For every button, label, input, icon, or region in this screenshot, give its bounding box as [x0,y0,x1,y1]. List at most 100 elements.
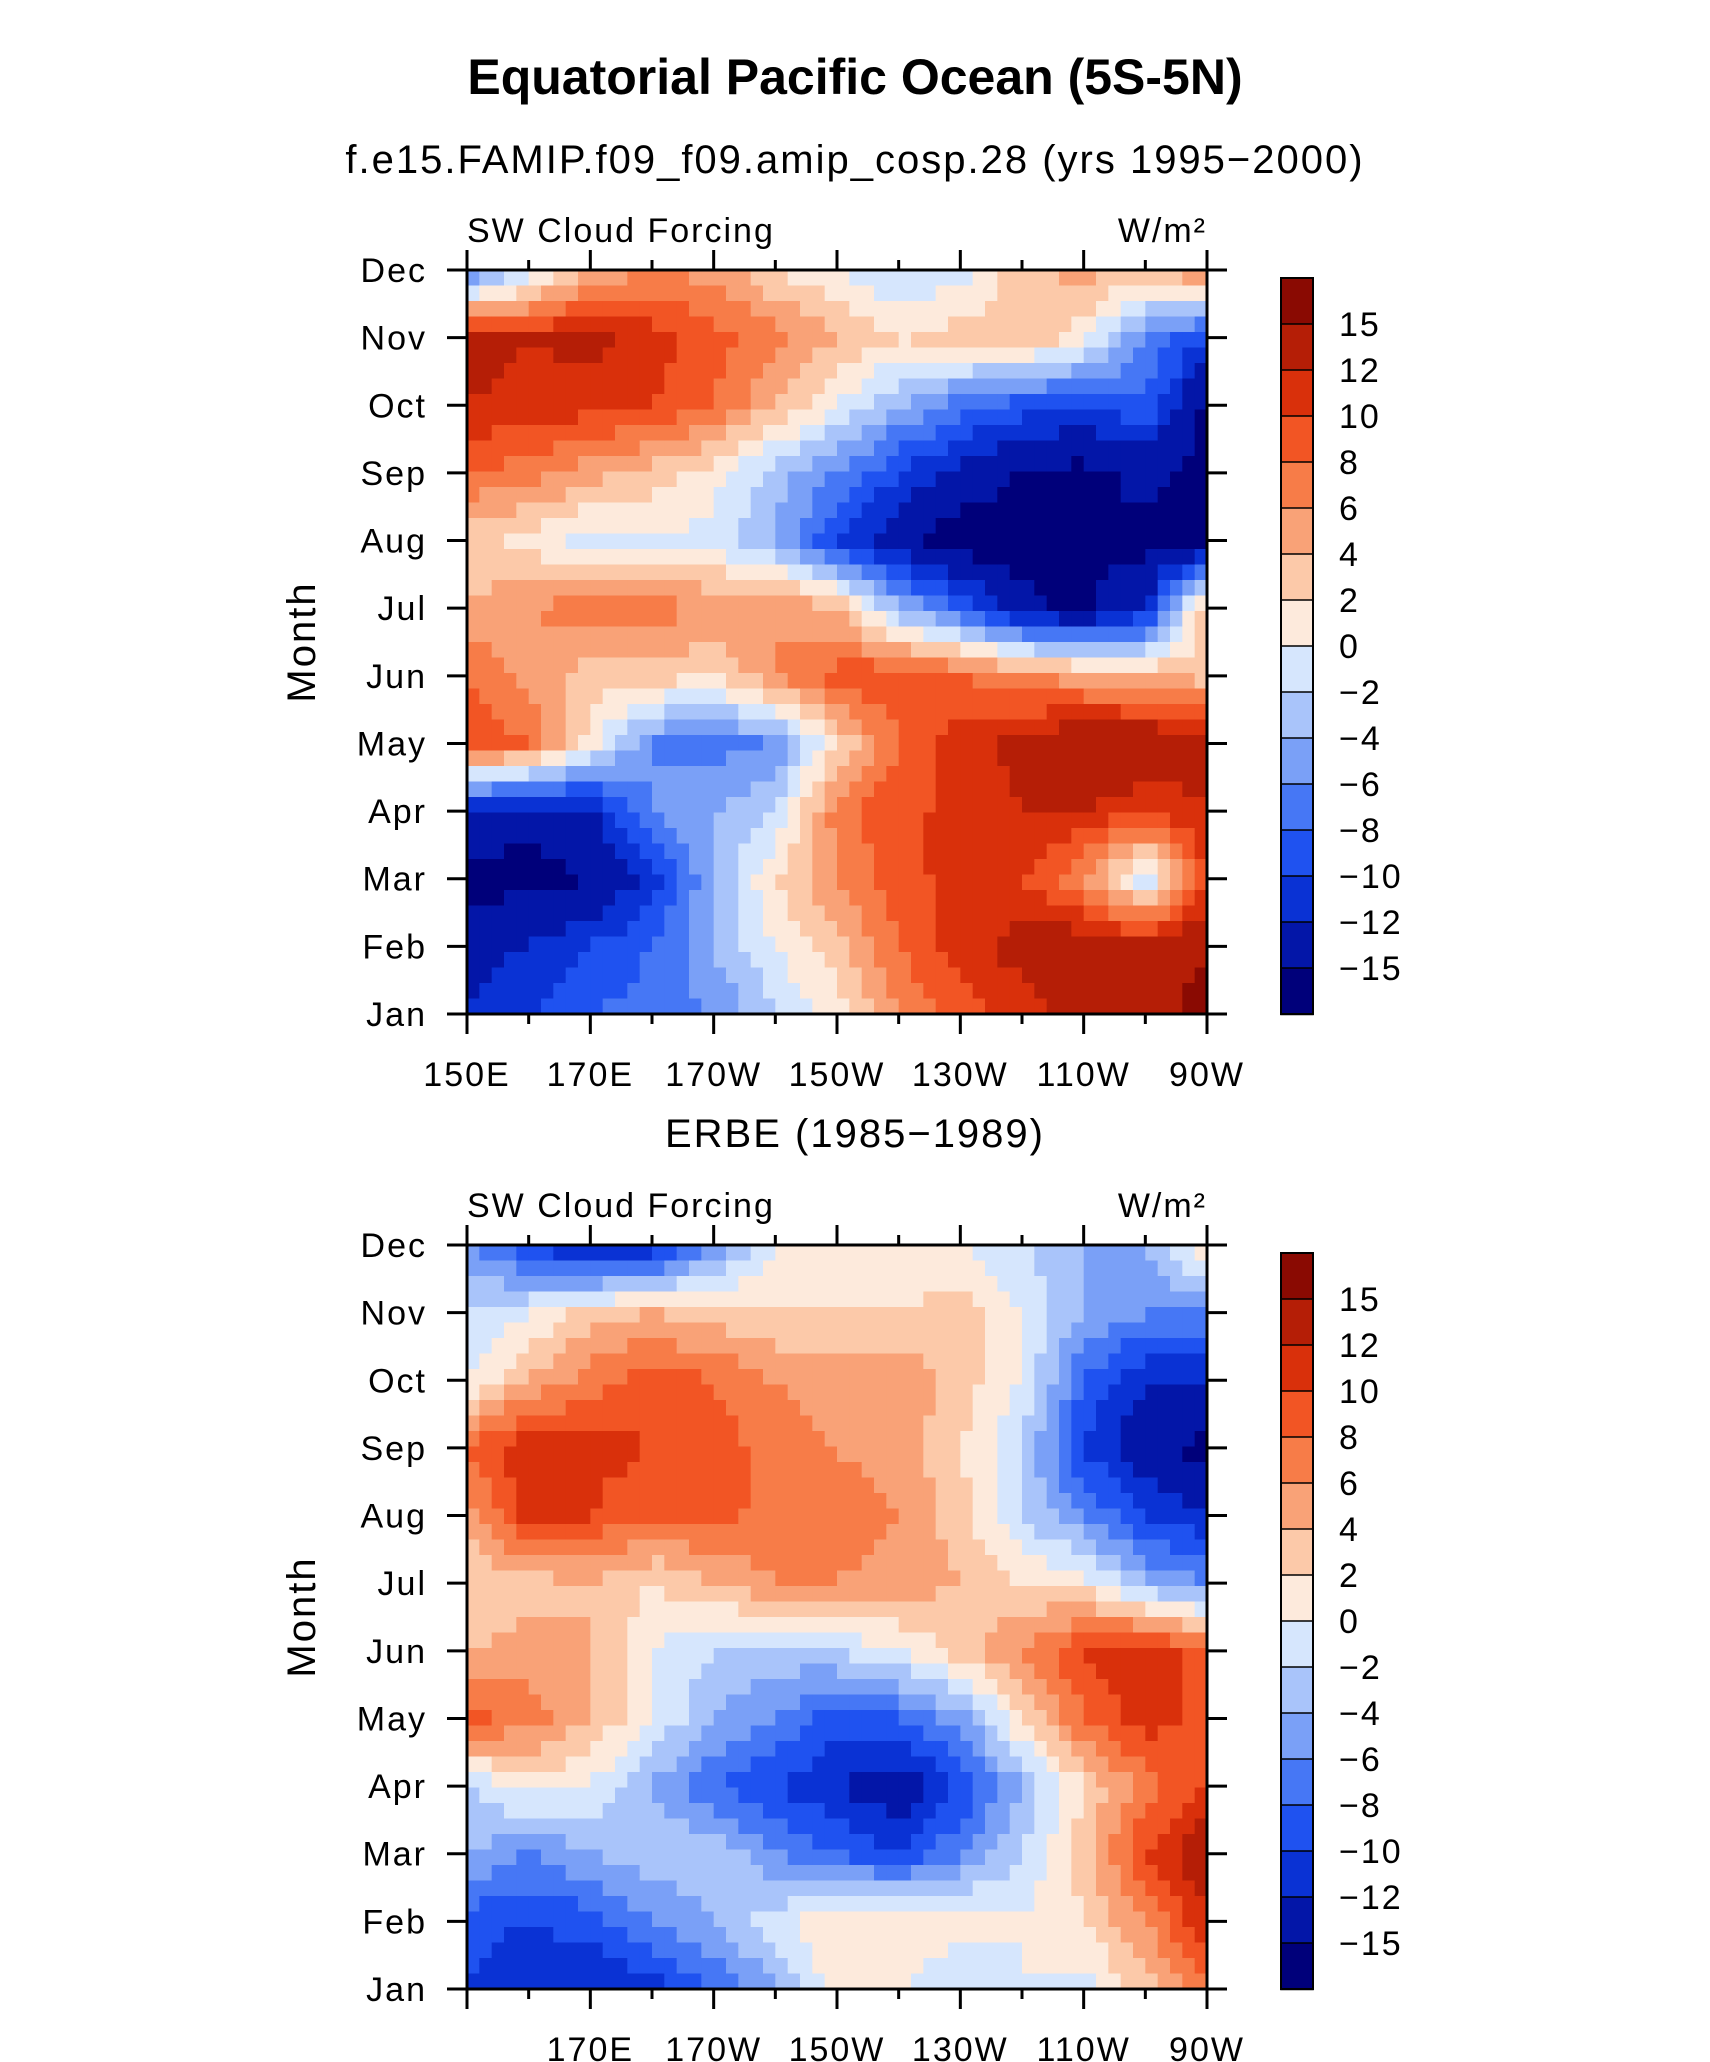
heatmap-cell [1157,1586,1171,1603]
heatmap-cell [812,611,826,628]
heatmap-cell [1009,1369,1023,1386]
heatmap-cell [898,487,912,504]
heatmap-cell [1059,1601,1072,1618]
heatmap-cell [923,1353,937,1370]
heatmap-cell [1034,1694,1048,1711]
heatmap-cell [874,890,887,907]
heatmap-cell [787,704,801,721]
heatmap-cell [652,983,665,1000]
heatmap-cell [664,1725,678,1742]
heatmap-cell [528,1570,542,1587]
heatmap-cell [1157,704,1171,721]
heatmap-cell [812,1586,826,1603]
heatmap-cell [923,1524,937,1541]
heatmap-cell [1083,1632,1097,1649]
heatmap-cell [1071,1710,1085,1727]
heatmap-cell [1096,1741,1109,1758]
heatmap-cell [997,766,1011,783]
heatmap-cell [1133,952,1146,969]
heatmap-cell [738,1663,752,1680]
heatmap-cell [664,1741,678,1758]
heatmap-cell [1108,363,1122,380]
heatmap-cell [997,1276,1011,1293]
heatmap-cell [738,1338,752,1355]
heatmap-cell [1022,1493,1035,1510]
heatmap-cell [1194,1601,1208,1618]
heatmap-cell [528,1725,542,1742]
heatmap-cell [1120,1415,1134,1432]
heatmap-cell [516,735,530,752]
heatmap-cell [1034,1632,1048,1649]
heatmap-cell [1133,332,1146,349]
heatmap-cell [985,735,998,752]
heatmap-cell [615,1353,628,1370]
heatmap-cell [1083,905,1097,922]
heatmap-cell [652,719,665,736]
heatmap-cell [837,1694,850,1711]
heatmap-cell [541,1710,554,1727]
heatmap-cell [1157,1617,1171,1634]
heatmap-cell [467,378,480,395]
heatmap-cell [491,564,505,581]
heatmap-cell [849,673,863,690]
heatmap-cell [787,1555,801,1572]
heatmap-cell [886,766,900,783]
heatmap-cell [652,1632,665,1649]
heatmap-cell [849,564,863,581]
heatmap-cell [639,1338,653,1355]
heatmap-cell [886,1524,900,1541]
heatmap-cell [1059,1369,1072,1386]
heatmap-cell [1046,347,1060,364]
heatmap-cell [1046,1415,1060,1432]
heatmap-cell [726,518,739,535]
heatmap-cell [689,471,702,488]
heatmap-cell [1133,766,1146,783]
heatmap-cell [1145,456,1159,473]
heatmap-cell [479,378,493,395]
heatmap-cell [1009,425,1023,442]
heatmap-cell [528,1415,542,1432]
heatmap-cell [738,673,752,690]
heatmap-cell [726,936,739,953]
heatmap-cell [627,766,641,783]
heatmap-cell [750,1710,764,1727]
heatmap-cell [812,1462,826,1479]
heatmap-cell [824,301,838,318]
heatmap-cell [1120,719,1134,736]
colorbar-box [1280,277,1314,326]
heatmap-cell [1096,1260,1109,1277]
heatmap-cell [898,1648,912,1665]
heatmap-cell [491,1679,505,1696]
heatmap-cell [528,1493,542,1510]
heatmap-cell [516,301,530,318]
heatmap-cell [837,1648,850,1665]
heatmap-cell [1108,487,1122,504]
heatmap-cell [935,1524,949,1541]
heatmap-cell [849,1493,863,1510]
heatmap-cell [1145,750,1159,767]
heatmap-cell [935,409,949,426]
heatmap-cell [479,1756,493,1773]
heatmap-cell [1059,1679,1072,1696]
heatmap-cell [1120,1338,1134,1355]
heatmap-cell [701,626,715,643]
heatmap-cell [1145,595,1159,612]
heatmap-cell [627,270,641,287]
heatmap-cell [504,905,517,922]
heatmap-cell [861,766,875,783]
heatmap-cell [652,1710,665,1727]
heatmap-cell [874,456,887,473]
heatmap-cell [1120,518,1134,535]
heatmap-cell [1108,719,1122,736]
heatmap-cell [1096,1462,1109,1479]
heatmap-cell [849,781,863,798]
heatmap-cell [578,1307,591,1324]
heatmap-cell [1022,611,1035,628]
heatmap-cell [1108,502,1122,519]
heatmap-cell [861,1322,875,1339]
heatmap-cell [689,1291,702,1308]
heatmap-cell [1133,549,1146,566]
heatmap-cell [1071,456,1085,473]
heatmap-cell [491,1601,505,1618]
heatmap-cell [701,1508,715,1525]
